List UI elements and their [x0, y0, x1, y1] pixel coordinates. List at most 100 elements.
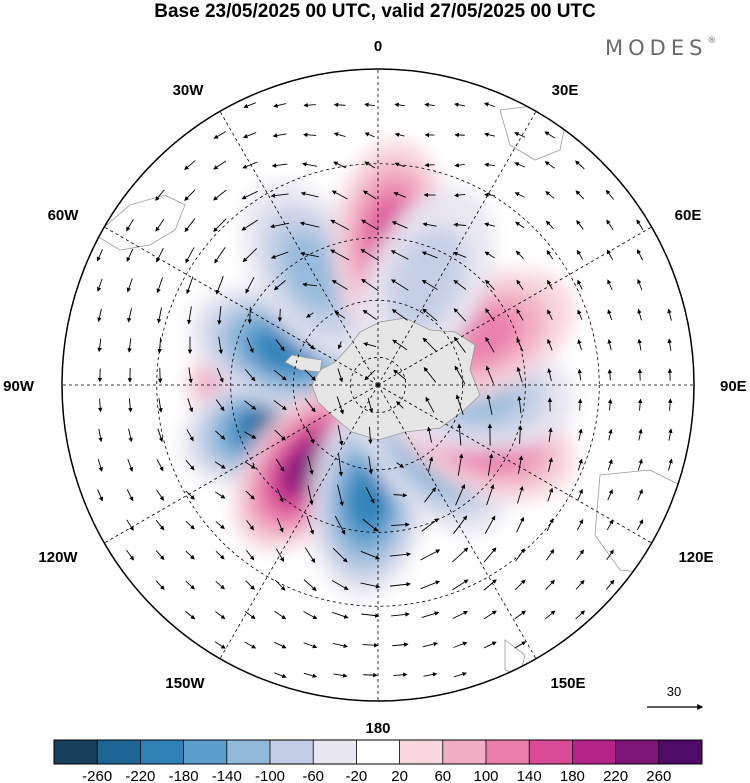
wind-vector-arrow	[305, 340, 315, 350]
wind-vector-arrow	[246, 520, 255, 531]
wind-vector-arrow	[394, 132, 405, 137]
meridian-line	[377, 111, 537, 386]
wind-vector-arrow	[421, 251, 438, 259]
wind-vector-arrow	[393, 492, 408, 498]
wind-vector-arrow	[333, 102, 346, 108]
wind-vector-arrow	[361, 613, 380, 618]
wind-vector-arrow	[395, 401, 404, 409]
meridian-line	[377, 226, 652, 386]
wind-vector-arrow	[215, 430, 226, 440]
wind-vector-arrow	[422, 641, 439, 648]
wind-vector-arrow	[453, 279, 467, 290]
wind-vector-arrow	[516, 279, 524, 290]
wind-vector-arrow	[126, 219, 134, 232]
wind-vector-arrow	[244, 611, 256, 620]
wind-vector-arrow	[546, 518, 554, 532]
wind-vector-arrow	[486, 484, 495, 506]
wind-vector-arrow	[457, 453, 464, 476]
wind-vector-arrow	[331, 580, 349, 590]
wind-vector-arrow	[606, 249, 614, 261]
anomaly-contour	[281, 232, 344, 311]
meridian-line	[377, 384, 652, 544]
wind-vector-arrow	[127, 338, 132, 353]
wind-vector-arrow	[483, 547, 497, 563]
wind-vector-arrow	[270, 193, 289, 198]
wind-vector-arrow	[185, 580, 195, 590]
wind-vector-arrow	[214, 461, 226, 469]
wind-vector-arrow	[155, 520, 165, 531]
wind-vector-arrow	[363, 342, 377, 348]
wind-vector-arrow	[184, 189, 196, 201]
wind-vector-arrow	[515, 250, 524, 260]
wind-vector-arrow	[514, 132, 526, 138]
wind-vector-arrow	[518, 425, 523, 444]
meridian-line	[104, 384, 379, 544]
wind-vector-arrow	[638, 428, 643, 441]
wind-vector-arrow	[393, 672, 408, 677]
wind-vector-arrow	[156, 248, 164, 263]
wind-vector-arrow	[305, 426, 315, 444]
colorbar-tick-label: -180	[169, 768, 199, 783]
wind-vector-arrow	[544, 610, 556, 620]
lon-label-90w: 90W	[3, 378, 35, 395]
wind-vector-arrow	[608, 428, 613, 441]
wind-vector-arrow	[300, 251, 320, 258]
wind-vector-arrow	[606, 549, 614, 561]
wind-vector-arrow	[332, 611, 349, 619]
colorbar-frame	[53, 739, 703, 765]
colorbar-swatch	[54, 740, 98, 764]
colorbar-swatch	[97, 740, 141, 764]
wind-vector-arrow	[577, 368, 582, 381]
wind-vector-arrow	[514, 162, 526, 168]
wind-vector-arrow	[453, 192, 466, 198]
colorbar-tick-label: 260	[646, 768, 671, 783]
wind-vector-arrow	[276, 488, 284, 503]
latitude-circle	[230, 237, 526, 533]
wind-vector-arrow	[607, 489, 613, 501]
wind-vector-arrow	[515, 548, 525, 562]
lon-label-120w: 120W	[38, 549, 78, 566]
wind-vector-arrow	[156, 277, 163, 294]
wind-vector-arrow	[274, 429, 286, 441]
reference-vector-label: 30	[667, 684, 681, 699]
wind-vector-arrow	[575, 579, 585, 590]
wind-vector-arrow	[217, 305, 222, 325]
wind-vector-arrow	[547, 338, 553, 351]
wind-vector-arrow	[636, 519, 644, 531]
wind-vector-arrow	[452, 547, 469, 563]
wind-vector-arrow	[484, 251, 495, 259]
latitude-circle	[349, 356, 407, 414]
wind-vector-arrow	[242, 248, 258, 263]
wind-vector-arrow	[157, 428, 164, 443]
wind-vector-arrow	[607, 398, 613, 411]
wind-vector-arrow	[637, 488, 643, 501]
lon-label-180: 180	[365, 720, 390, 737]
wind-vector-arrow	[213, 131, 226, 139]
wind-vector-arrow	[454, 162, 465, 168]
wind-vector-arrow	[126, 549, 135, 561]
colorbar-swatch	[486, 740, 530, 764]
wind-vector-arrow	[607, 368, 613, 381]
wind-vector-arrow	[128, 398, 133, 413]
colorbar-swatch	[615, 740, 660, 764]
wind-vector-arrow	[330, 219, 350, 231]
meridian-line	[104, 226, 379, 386]
wind-vector-arrow	[185, 460, 195, 471]
wind-vector-arrow	[303, 610, 318, 620]
wind-vector-arrow	[367, 397, 374, 413]
colorbar-tick-label: -260	[82, 768, 112, 783]
wind-vector-arrow	[270, 251, 289, 259]
wind-vector-arrow	[545, 191, 555, 199]
wind-vector-arrow	[302, 162, 318, 167]
wind-vector-arrow	[636, 219, 644, 231]
wind-vector-arrow	[244, 400, 257, 410]
brand-logo: MODES®	[605, 36, 716, 60]
wind-vector-arrow	[637, 278, 643, 291]
wind-vector-arrow	[605, 189, 615, 200]
wind-vector-arrow	[485, 279, 495, 290]
latitude-circle	[156, 163, 600, 607]
wind-vector-arrow	[274, 579, 286, 591]
wind-vector-arrow	[270, 222, 290, 229]
wind-vector-arrow	[300, 191, 319, 198]
wind-vector-arrow	[299, 221, 320, 228]
